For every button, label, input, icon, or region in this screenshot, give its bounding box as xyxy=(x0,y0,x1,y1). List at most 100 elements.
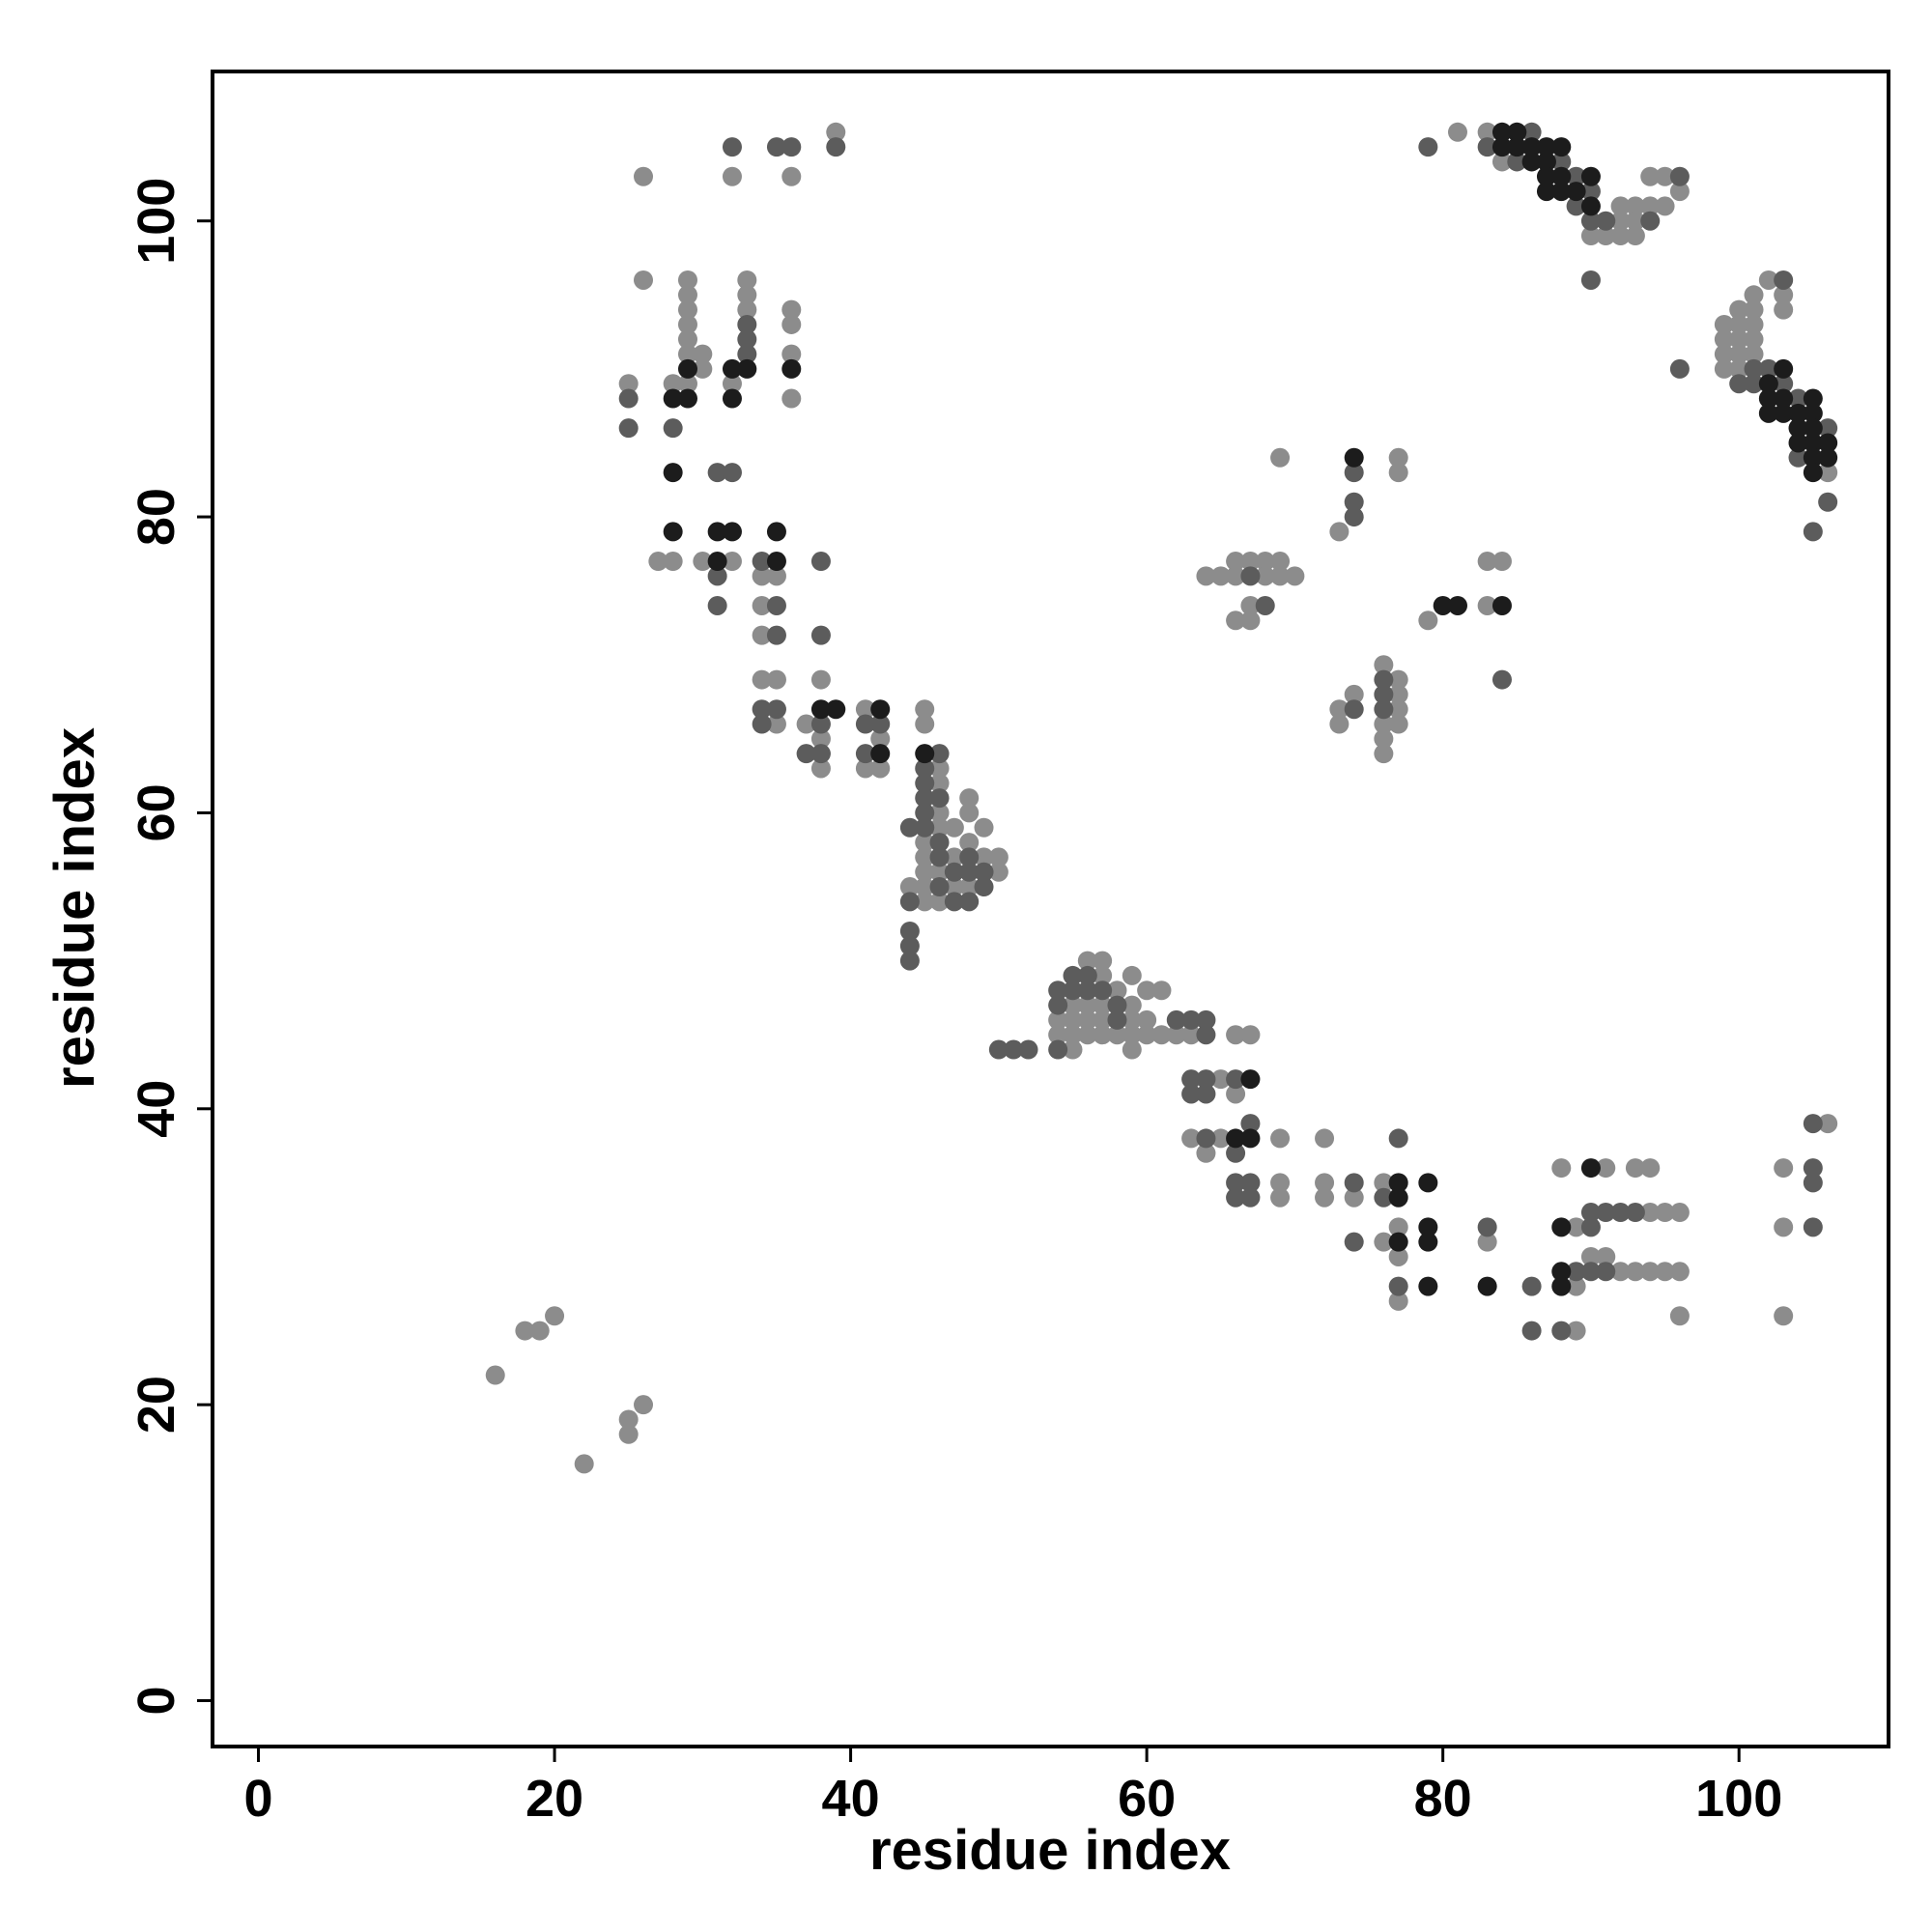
point xyxy=(959,847,980,867)
point xyxy=(988,862,1009,882)
point xyxy=(722,522,742,542)
point xyxy=(766,566,786,586)
point xyxy=(634,166,654,186)
point xyxy=(929,788,950,809)
y-tick-label: 40 xyxy=(128,1080,185,1138)
point xyxy=(959,803,980,823)
point xyxy=(1744,299,1764,320)
point xyxy=(677,270,697,290)
point xyxy=(1122,1025,1142,1045)
point xyxy=(1122,1009,1142,1030)
point xyxy=(1418,1173,1438,1193)
point xyxy=(1669,1203,1690,1223)
point xyxy=(1063,1009,1083,1030)
point xyxy=(1315,1173,1335,1193)
point xyxy=(1137,1009,1157,1030)
point xyxy=(1255,595,1275,615)
point xyxy=(1744,285,1764,305)
point xyxy=(1285,566,1305,586)
point xyxy=(1048,1025,1068,1045)
point xyxy=(1210,1128,1231,1149)
point xyxy=(1566,1217,1586,1237)
point xyxy=(722,137,742,157)
point xyxy=(1048,980,1068,1001)
point xyxy=(1477,1217,1497,1237)
point xyxy=(737,285,757,305)
point xyxy=(1447,122,1467,142)
point xyxy=(1580,270,1601,290)
point xyxy=(796,744,816,764)
point xyxy=(1774,403,1794,423)
point xyxy=(1477,552,1497,572)
point xyxy=(707,522,727,542)
point xyxy=(1388,1246,1408,1266)
point xyxy=(1669,1306,1690,1326)
point xyxy=(1093,965,1113,985)
point xyxy=(1226,611,1246,631)
point xyxy=(1196,1084,1216,1104)
point xyxy=(915,817,935,838)
point xyxy=(1566,182,1586,202)
point xyxy=(1166,1009,1186,1030)
point xyxy=(1714,358,1734,379)
point xyxy=(1551,166,1572,186)
point xyxy=(677,388,697,409)
point xyxy=(766,699,786,720)
point xyxy=(1315,1187,1335,1208)
point xyxy=(1388,684,1408,704)
point xyxy=(1714,329,1734,350)
point xyxy=(915,699,935,720)
x-tick-label: 80 xyxy=(1414,1770,1472,1828)
point xyxy=(1596,1158,1616,1179)
point xyxy=(929,773,950,793)
point xyxy=(1758,270,1778,290)
point xyxy=(1536,182,1556,202)
point xyxy=(899,877,920,897)
point xyxy=(1788,403,1808,423)
point xyxy=(1640,1203,1661,1223)
point xyxy=(618,388,639,409)
point xyxy=(810,744,831,764)
point xyxy=(707,552,727,572)
point xyxy=(974,862,994,882)
point xyxy=(1388,1128,1408,1149)
point xyxy=(929,803,950,823)
point xyxy=(1580,1217,1601,1237)
point xyxy=(1374,714,1394,734)
point xyxy=(915,877,935,897)
point xyxy=(1744,344,1764,364)
point xyxy=(737,358,757,379)
point xyxy=(929,877,950,897)
point xyxy=(1388,699,1408,720)
point xyxy=(1226,1173,1246,1193)
point xyxy=(677,314,697,334)
point xyxy=(1774,1217,1794,1237)
point xyxy=(1610,1262,1631,1282)
point xyxy=(1270,566,1291,586)
point xyxy=(1803,403,1823,423)
point xyxy=(1640,196,1661,216)
point xyxy=(1255,566,1275,586)
point xyxy=(1596,1246,1616,1266)
point xyxy=(959,892,980,912)
point xyxy=(618,1424,639,1444)
x-tick-label: 0 xyxy=(243,1770,272,1828)
point xyxy=(1803,1158,1823,1179)
point xyxy=(722,552,742,572)
point xyxy=(1758,388,1778,409)
point xyxy=(618,374,639,394)
point xyxy=(1610,226,1631,246)
point xyxy=(1566,166,1586,186)
point xyxy=(677,329,697,350)
point xyxy=(677,285,697,305)
point xyxy=(899,892,920,912)
point xyxy=(1344,507,1364,527)
y-axis-title: residue index xyxy=(43,727,106,1089)
point xyxy=(1477,1232,1497,1252)
point xyxy=(663,522,683,542)
point xyxy=(1063,965,1083,985)
point xyxy=(1625,1203,1645,1223)
point xyxy=(1551,1217,1572,1237)
point xyxy=(1374,684,1394,704)
point xyxy=(766,552,786,572)
